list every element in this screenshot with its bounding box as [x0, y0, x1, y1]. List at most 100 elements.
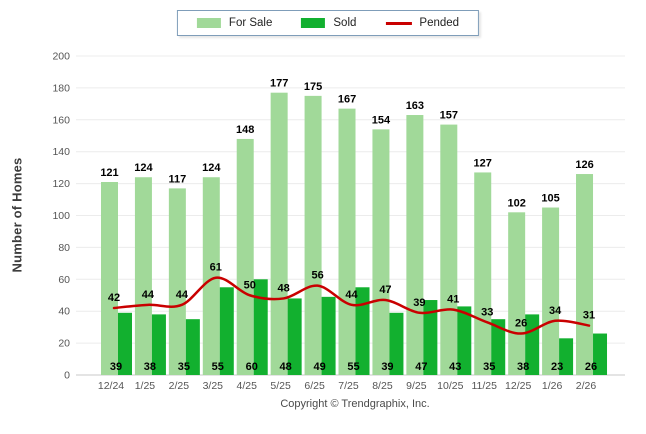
x-tick-label: 11/25 [471, 380, 497, 392]
for-sale-value-label: 177 [270, 78, 288, 90]
copyright-text: Copyright © Trendgraphix, Inc. [280, 398, 430, 410]
bar-sold [151, 314, 166, 375]
bar-sold [457, 306, 472, 375]
x-tick-label: 12/25 [505, 380, 531, 392]
for-sale-value-label: 154 [372, 114, 391, 126]
sold-value-label: 38 [517, 361, 529, 373]
chart-legend: For Sale Sold Pended [176, 10, 480, 36]
legend-label-for-sale: For Sale [228, 17, 273, 29]
y-tick-label: 200 [52, 51, 70, 63]
sold-value-label: 35 [483, 361, 495, 373]
pended-value-label: 44 [345, 289, 358, 301]
bar-for-sale [236, 138, 254, 375]
y-tick-label: 60 [58, 274, 70, 286]
sold-value-label: 39 [381, 361, 393, 373]
bar-sold [593, 333, 608, 375]
sold-value-label: 38 [144, 361, 156, 373]
bar-sold [219, 287, 234, 375]
bar-for-sale [338, 108, 356, 375]
y-tick-label: 120 [52, 178, 70, 190]
for-sale-value-label: 124 [202, 162, 221, 174]
bar-sold [491, 319, 506, 375]
pended-value-label: 31 [583, 310, 595, 322]
pended-value-label: 50 [244, 279, 256, 291]
pended-value-label: 61 [210, 262, 222, 274]
sold-value-label: 55 [212, 361, 224, 373]
bar-sold [185, 319, 200, 375]
bar-sold [253, 279, 268, 375]
legend-label-sold: Sold [333, 17, 357, 29]
bar-for-sale [440, 124, 458, 376]
pended-value-label: 34 [549, 305, 562, 317]
for-sale-value-label: 167 [338, 94, 356, 106]
sold-value-label: 49 [313, 361, 325, 373]
x-tick-label: 3/25 [203, 380, 224, 392]
for-sale-value-label: 148 [236, 124, 254, 136]
y-tick-label: 180 [52, 82, 70, 94]
sold-value-label: 55 [347, 361, 359, 373]
sold-value-label: 48 [280, 361, 292, 373]
bar-sold [287, 298, 302, 375]
x-tick-label: 10/25 [437, 380, 463, 392]
pended-value-label: 39 [413, 297, 425, 309]
x-tick-label: 4/25 [237, 380, 258, 392]
for-sale-swatch-icon [196, 18, 221, 28]
x-tick-label: 12/24 [98, 380, 124, 392]
x-tick-label: 6/25 [304, 380, 325, 392]
bar-for-sale [474, 172, 492, 375]
pended-value-label: 48 [278, 282, 290, 294]
pended-value-label: 44 [142, 289, 155, 301]
x-tick-label: 1/25 [135, 380, 156, 392]
for-sale-value-label: 124 [134, 162, 153, 174]
pended-value-label: 33 [481, 306, 493, 318]
legend-label-pended: Pended [419, 17, 460, 29]
for-sale-value-label: 175 [304, 81, 322, 93]
x-tick-label: 8/25 [372, 380, 393, 392]
bar-for-sale [202, 177, 220, 375]
x-tick-label: 9/25 [406, 380, 427, 392]
sold-value-label: 60 [246, 361, 258, 373]
x-tick-label: 5/25 [270, 380, 291, 392]
pended-value-label: 42 [108, 292, 120, 304]
sold-value-label: 35 [178, 361, 190, 373]
sold-value-label: 47 [415, 361, 427, 373]
bar-sold [355, 287, 370, 375]
y-tick-label: 80 [58, 242, 70, 254]
legend-item-for-sale: For Sale [196, 17, 273, 29]
bar-for-sale [576, 174, 594, 375]
y-tick-label: 140 [52, 146, 70, 158]
sold-value-label: 39 [110, 361, 122, 373]
x-tick-label: 2/26 [576, 380, 597, 392]
bar-for-sale [304, 95, 322, 375]
bar-sold [389, 312, 404, 375]
bar-sold [423, 300, 438, 375]
y-tick-label: 100 [52, 210, 70, 222]
sold-value-label: 43 [449, 361, 461, 373]
legend-item-pended: Pended [385, 17, 459, 29]
for-sale-value-label: 105 [541, 193, 559, 205]
pended-line-swatch-icon [385, 21, 412, 25]
for-sale-value-label: 163 [406, 100, 424, 112]
for-sale-value-label: 126 [575, 159, 593, 171]
bar-for-sale [270, 92, 288, 375]
y-tick-label: 40 [58, 306, 70, 318]
sold-swatch-icon [301, 18, 326, 28]
bar-for-sale [101, 182, 118, 375]
y-tick-label: 160 [52, 114, 70, 126]
for-sale-value-label: 157 [440, 110, 458, 122]
sold-value-label: 26 [585, 361, 597, 373]
legend-item-sold: Sold [301, 17, 356, 29]
for-sale-value-label: 121 [100, 167, 118, 179]
bar-for-sale [508, 212, 526, 375]
x-tick-label: 7/25 [338, 380, 359, 392]
sold-value-label: 23 [551, 361, 563, 373]
for-sale-value-label: 117 [168, 173, 186, 185]
bar-sold [321, 296, 336, 375]
bar-for-sale [134, 177, 152, 375]
pended-value-label: 47 [379, 284, 391, 296]
y-tick-label: 20 [58, 338, 70, 350]
pended-value-label: 56 [311, 270, 323, 282]
bar-sold [118, 312, 132, 375]
